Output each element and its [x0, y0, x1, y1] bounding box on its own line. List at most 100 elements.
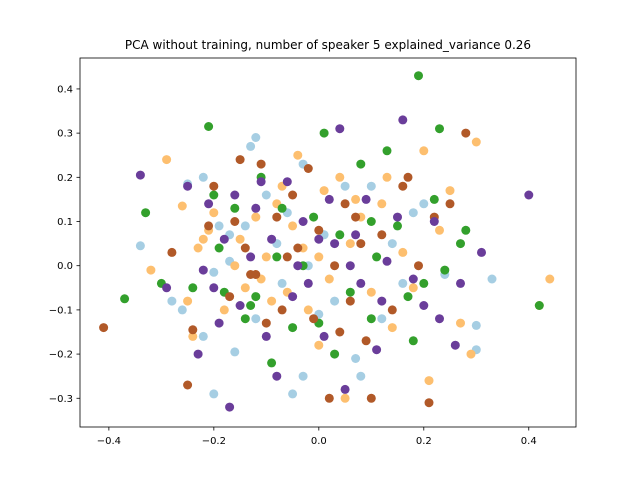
scatter-point	[209, 190, 219, 200]
scatter-point	[214, 221, 224, 231]
scatter-point	[261, 190, 271, 200]
scatter-point	[456, 278, 465, 288]
scatter-point	[256, 177, 266, 187]
x-tick-label: −0.4	[97, 436, 121, 447]
scatter-point	[167, 296, 177, 306]
scatter-point	[219, 234, 229, 244]
scatter-point	[303, 305, 313, 315]
scatter-point	[235, 155, 245, 165]
scatter-point	[419, 199, 429, 209]
scatter-point	[330, 296, 340, 306]
scatter-point	[240, 221, 250, 231]
scatter-point	[188, 283, 198, 293]
scatter-point	[261, 252, 271, 262]
scatter-point	[288, 323, 298, 333]
scatter-point	[398, 115, 408, 125]
scatter-point	[361, 336, 371, 346]
scatter-point	[167, 247, 177, 257]
x-tick-label: −0.2	[202, 436, 226, 447]
scatter-point	[135, 170, 145, 180]
scatter-point	[309, 212, 319, 222]
scatter-point	[324, 393, 334, 403]
scatter-point	[99, 323, 109, 333]
scatter-point	[272, 371, 282, 381]
scatter-point	[534, 301, 544, 310]
scatter-point	[524, 190, 534, 200]
scatter-point	[251, 270, 261, 279]
scatter-point	[209, 283, 219, 293]
scatter-point	[235, 301, 245, 310]
scatter-point	[372, 345, 382, 355]
scatter-point	[387, 239, 397, 249]
scatter-point	[303, 164, 313, 173]
scatter-point	[198, 331, 208, 341]
scatter-point	[377, 296, 387, 306]
scatter-point	[466, 349, 476, 359]
scatter-point	[177, 201, 187, 211]
scatter-point	[240, 243, 250, 253]
scatter-point	[319, 128, 329, 138]
scatter-point	[204, 199, 214, 209]
scatter-point	[356, 371, 366, 381]
scatter-point	[146, 265, 156, 275]
scatter-point	[366, 217, 376, 226]
x-tick-label: 0.4	[521, 436, 537, 447]
scatter-point	[314, 340, 324, 350]
scatter-point	[309, 314, 319, 324]
scatter-point	[345, 296, 355, 306]
scatter-point	[419, 278, 429, 288]
scatter-point	[267, 296, 277, 306]
scatter-point	[408, 274, 418, 284]
scatter-point	[393, 221, 402, 231]
scatter-point	[235, 234, 245, 244]
scatter-point	[209, 389, 219, 399]
scatter-point	[288, 389, 298, 399]
scatter-point	[351, 212, 361, 222]
scatter-point	[382, 256, 392, 266]
scatter-point	[377, 314, 387, 324]
scatter-point	[461, 128, 471, 138]
scatter-point	[120, 294, 130, 304]
scatter-point	[330, 239, 340, 249]
scatter-point	[204, 122, 214, 131]
scatter-point	[277, 305, 287, 315]
scatter-point	[298, 217, 308, 226]
points-layer	[99, 71, 555, 412]
scatter-point	[272, 252, 282, 262]
scatter-point	[277, 278, 287, 288]
scatter-point	[288, 221, 298, 231]
scatter-point	[387, 305, 397, 315]
scatter-point	[198, 172, 208, 182]
scatter-point	[314, 252, 324, 262]
scatter-point	[377, 230, 387, 240]
scatter-point	[398, 181, 408, 191]
scatter-point	[324, 194, 334, 204]
scatter-point	[230, 347, 240, 357]
y-tick-label: −0.3	[49, 394, 73, 405]
scatter-point	[209, 267, 219, 277]
scatter-point	[251, 212, 261, 222]
plot-frame	[79, 57, 577, 428]
scatter-point	[267, 234, 277, 244]
scatter-point	[377, 199, 387, 209]
scatter-point	[393, 212, 402, 222]
scatter-point	[256, 159, 266, 169]
scatter-point	[345, 239, 355, 249]
scatter-point	[335, 172, 345, 182]
scatter-point	[398, 278, 408, 288]
scatter-point	[193, 349, 203, 359]
scatter-point	[319, 186, 329, 196]
scatter-point	[477, 247, 486, 257]
scatter-point	[251, 133, 261, 142]
scatter-point	[230, 203, 240, 213]
scatter-point	[345, 261, 355, 271]
scatter-point	[251, 203, 261, 213]
scatter-point	[282, 252, 292, 262]
scatter-point	[456, 239, 465, 249]
scatter-point	[408, 208, 418, 218]
scatter-point	[225, 402, 235, 412]
scatter-point	[251, 292, 261, 302]
scatter-point	[435, 314, 444, 324]
scatter-point	[356, 239, 366, 249]
y-tick-label: −0.2	[49, 350, 73, 361]
